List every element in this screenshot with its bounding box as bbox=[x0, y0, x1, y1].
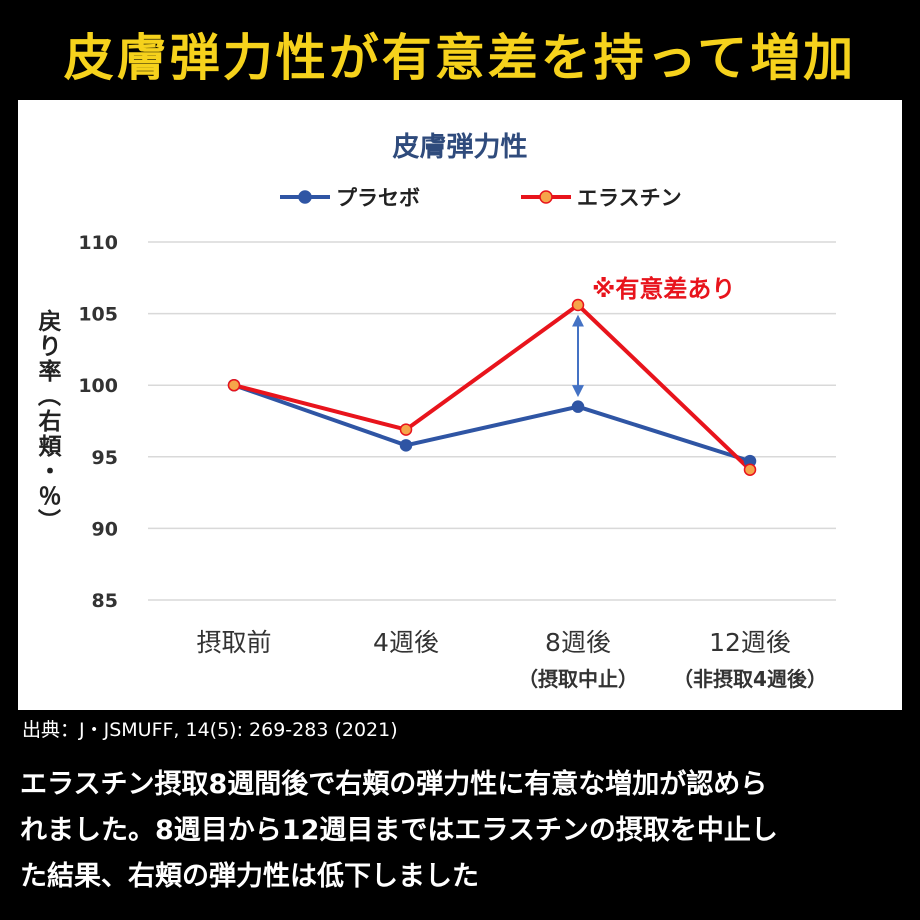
y-axis-label-char: 率 bbox=[39, 358, 62, 385]
x-tick-label: 4週後 bbox=[373, 628, 439, 657]
data-point bbox=[571, 298, 585, 312]
y-axis-label-char: ・ bbox=[39, 459, 62, 485]
significance-annotation: ※有意差あり bbox=[592, 275, 735, 303]
y-axis-label-char: 頬 bbox=[39, 434, 63, 460]
data-point bbox=[399, 423, 413, 436]
y-tick-label: 105 bbox=[78, 304, 118, 326]
y-axis-label-char: 右 bbox=[39, 408, 62, 435]
x-tick-sublabel: （非摂取4週後） bbox=[673, 667, 827, 691]
y-tick-label: 85 bbox=[92, 590, 118, 612]
caption: エラスチン摂取8週間後で右頬の弾力性に有意な増加が認めら れました。8週目から1… bbox=[20, 762, 904, 900]
y-axis-label-char: り bbox=[39, 334, 62, 360]
y-axis-label-char: ） bbox=[35, 509, 62, 532]
y-tick-label: 100 bbox=[78, 375, 118, 397]
caption-line: エラスチン摂取8週間後で右頬の弾力性に有意な増加が認めら bbox=[20, 769, 768, 800]
data-point bbox=[227, 378, 241, 392]
y-tick-label: 95 bbox=[92, 447, 118, 469]
y-axis-label-char: （ bbox=[35, 384, 62, 407]
data-point bbox=[399, 439, 413, 452]
y-tick-label: 90 bbox=[92, 518, 118, 540]
legend-swatch-marker bbox=[539, 190, 553, 204]
y-axis-label-char: 戻 bbox=[39, 309, 62, 335]
legend-label: エラスチン bbox=[577, 186, 682, 210]
data-point bbox=[743, 463, 757, 476]
chart-panel: 皮膚弾力性プラセボ エラスチン 85 90 95 100 105 110 戻り率（右頬・％） 摂取… bbox=[18, 100, 902, 710]
data-point bbox=[571, 400, 585, 413]
x-tick-label: 摂取前 bbox=[196, 628, 271, 657]
chart-title: 皮膚弾力性 bbox=[393, 132, 528, 163]
y-axis-label-char: ％ bbox=[39, 484, 62, 510]
x-tick-label: 12週後 bbox=[709, 628, 791, 657]
legend-label: プラセボ bbox=[336, 186, 420, 210]
x-tick-sublabel: （摂取中止） bbox=[518, 667, 638, 691]
legend-swatch-marker bbox=[298, 190, 312, 204]
headline: 皮膚弾力性が有意差を持って増加 bbox=[63, 29, 857, 87]
y-tick-label: 110 bbox=[78, 232, 118, 254]
series-line bbox=[233, 383, 751, 464]
caption-line: た結果、右頬の弾力性は低下しました bbox=[20, 861, 479, 892]
caption-line: れました。8週目から12週目まではエラスチンの摂取を中止し bbox=[20, 815, 778, 846]
source-citation: 出典：J・JSMUFF, 14(5): 269-283 (2021) bbox=[22, 719, 398, 741]
x-tick-label: 8週後 bbox=[545, 628, 611, 657]
series-line bbox=[233, 303, 752, 472]
